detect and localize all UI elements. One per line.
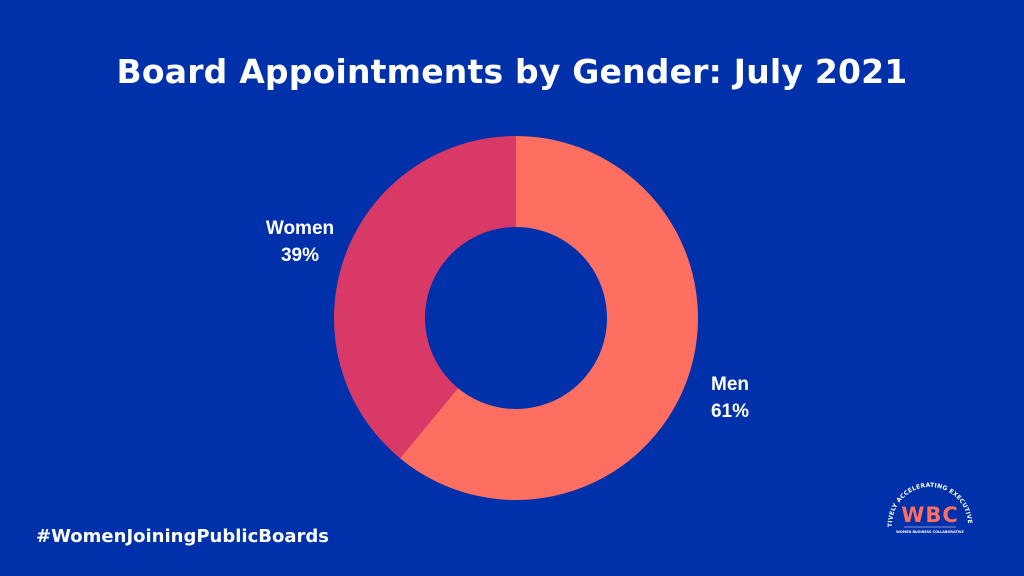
logo-initials: WBC xyxy=(901,503,959,527)
slice-label-men: Men 61% xyxy=(680,371,780,425)
slice-label-women: Women 39% xyxy=(250,215,350,269)
chart-title: Board Appointments by Gender: July 2021 xyxy=(116,52,908,91)
slice-value-women: 39% xyxy=(280,245,320,266)
logo-subtitle: WOMEN BUSINESS COLLABORATIVE xyxy=(896,530,964,534)
wbc-logo: COLLECTIVELY ACCELERATING EXECUTIVE WOME… xyxy=(880,463,973,534)
hashtag: #WomenJoiningPublicBoards xyxy=(36,526,329,547)
slice-category-men: Men xyxy=(711,374,749,395)
slice-value-men: 61% xyxy=(710,401,750,422)
donut-slice-women xyxy=(333,136,516,459)
donut-slice-men xyxy=(399,136,698,500)
slice-category-women: Women xyxy=(265,218,335,239)
